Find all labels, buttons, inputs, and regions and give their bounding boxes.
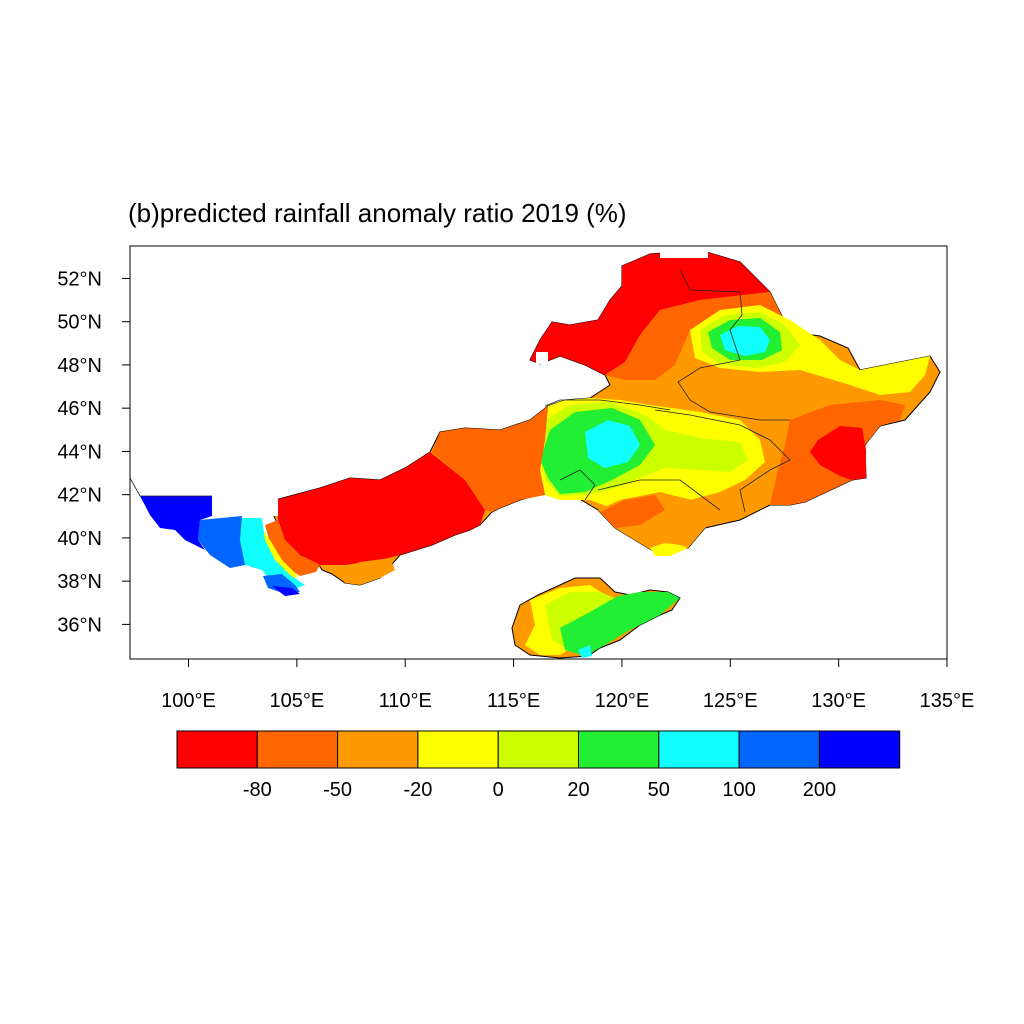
colorbar-label: -20 [403, 779, 432, 801]
lon-tick-label: 115°E [487, 690, 540, 712]
colorbar-swatch [497, 730, 580, 769]
lon-tick-label: 125°E [703, 690, 758, 712]
region-red-east [810, 426, 866, 480]
lon-tick-label: 135°E [920, 690, 975, 712]
colorbar-label: 50 [648, 779, 670, 801]
rainfall-field [140, 246, 941, 659]
colorbar-label: 20 [567, 779, 589, 801]
region-orange-west-south [335, 558, 395, 585]
colorbar: -80 -50 -20 0 20 50 100 200 [176, 730, 901, 801]
lat-tick-label: 36°N [57, 614, 102, 636]
boundary-inner-liaoning [597, 479, 721, 511]
colorbar-swatch [417, 730, 499, 769]
colorbar-label: -80 [243, 779, 272, 801]
boundary-west [130, 477, 212, 497]
region-cyan-shandong [578, 645, 592, 658]
lon-tick-label: 130°E [811, 690, 866, 712]
region-green-shandong [560, 592, 680, 656]
region-darkorange-liaoning [600, 495, 665, 528]
boundary-heilongjiang [677, 269, 790, 421]
region-darkorange-west [432, 406, 548, 512]
lat-axis: 52°N 50°N 48°N 46°N 44°N 42°N 40°N 38°N 36°N [57, 268, 130, 636]
map-title: (b)predicted rainfall anomaly ratio 2019… [128, 198, 627, 228]
lat-tick-label: 44°N [57, 441, 102, 463]
lat-tick-label: 48°N [57, 355, 102, 377]
colorbar-label: -50 [323, 779, 352, 801]
lat-tick-label: 46°N [57, 398, 102, 420]
colorbar-swatch [578, 730, 660, 769]
lon-axis: 100°E 105°E 110°E 115°E 120°E 125°E 130°E 135°E [161, 659, 974, 712]
boundary-beijing [559, 469, 596, 501]
region-yellow-gansu [262, 528, 298, 580]
lat-tick-label: 52°N [57, 268, 102, 290]
colorbar-swatch [818, 730, 901, 769]
region-red-west [276, 452, 485, 565]
colorbar-label: 0 [493, 779, 504, 801]
nodata-north [660, 246, 708, 258]
province-boundaries [130, 269, 791, 513]
boundary-hebei [544, 399, 671, 411]
lon-tick-label: 105°E [270, 690, 325, 712]
region-darkblue-pocket [272, 586, 300, 596]
lat-tick-label: 50°N [57, 312, 102, 334]
colorbar-label: 200 [803, 779, 836, 801]
region-blue-gansu [198, 516, 245, 568]
region-red-north [530, 250, 770, 375]
colorbar-swatch [658, 730, 740, 769]
region-cyan-gansu [238, 518, 305, 590]
lat-tick-label: 38°N [57, 571, 102, 593]
lat-tick-label: 42°N [57, 485, 102, 507]
lon-tick-label: 100°E [161, 690, 216, 712]
lon-tick-label: 110°E [379, 690, 432, 712]
colorbar-swatch [738, 730, 820, 769]
lat-tick-label: 40°N [57, 528, 102, 550]
colorbar-label: 100 [722, 779, 755, 801]
nodata-west [212, 496, 278, 516]
colorbar-swatch [337, 730, 419, 769]
plot-area [130, 246, 941, 659]
lon-tick-label: 120°E [595, 690, 650, 712]
region-cyan-central [585, 420, 640, 468]
nodata-nw [536, 352, 548, 364]
boundary-jilin [654, 409, 791, 513]
region-cyan-ne [720, 326, 770, 356]
region-darkorange-gansu [265, 520, 320, 576]
region-yellow-liaoning [650, 543, 688, 556]
region-darkblue-west [140, 496, 212, 550]
plot-frame [129, 245, 948, 660]
colorbar-swatch [176, 730, 258, 769]
colorbar-swatch [256, 730, 339, 769]
